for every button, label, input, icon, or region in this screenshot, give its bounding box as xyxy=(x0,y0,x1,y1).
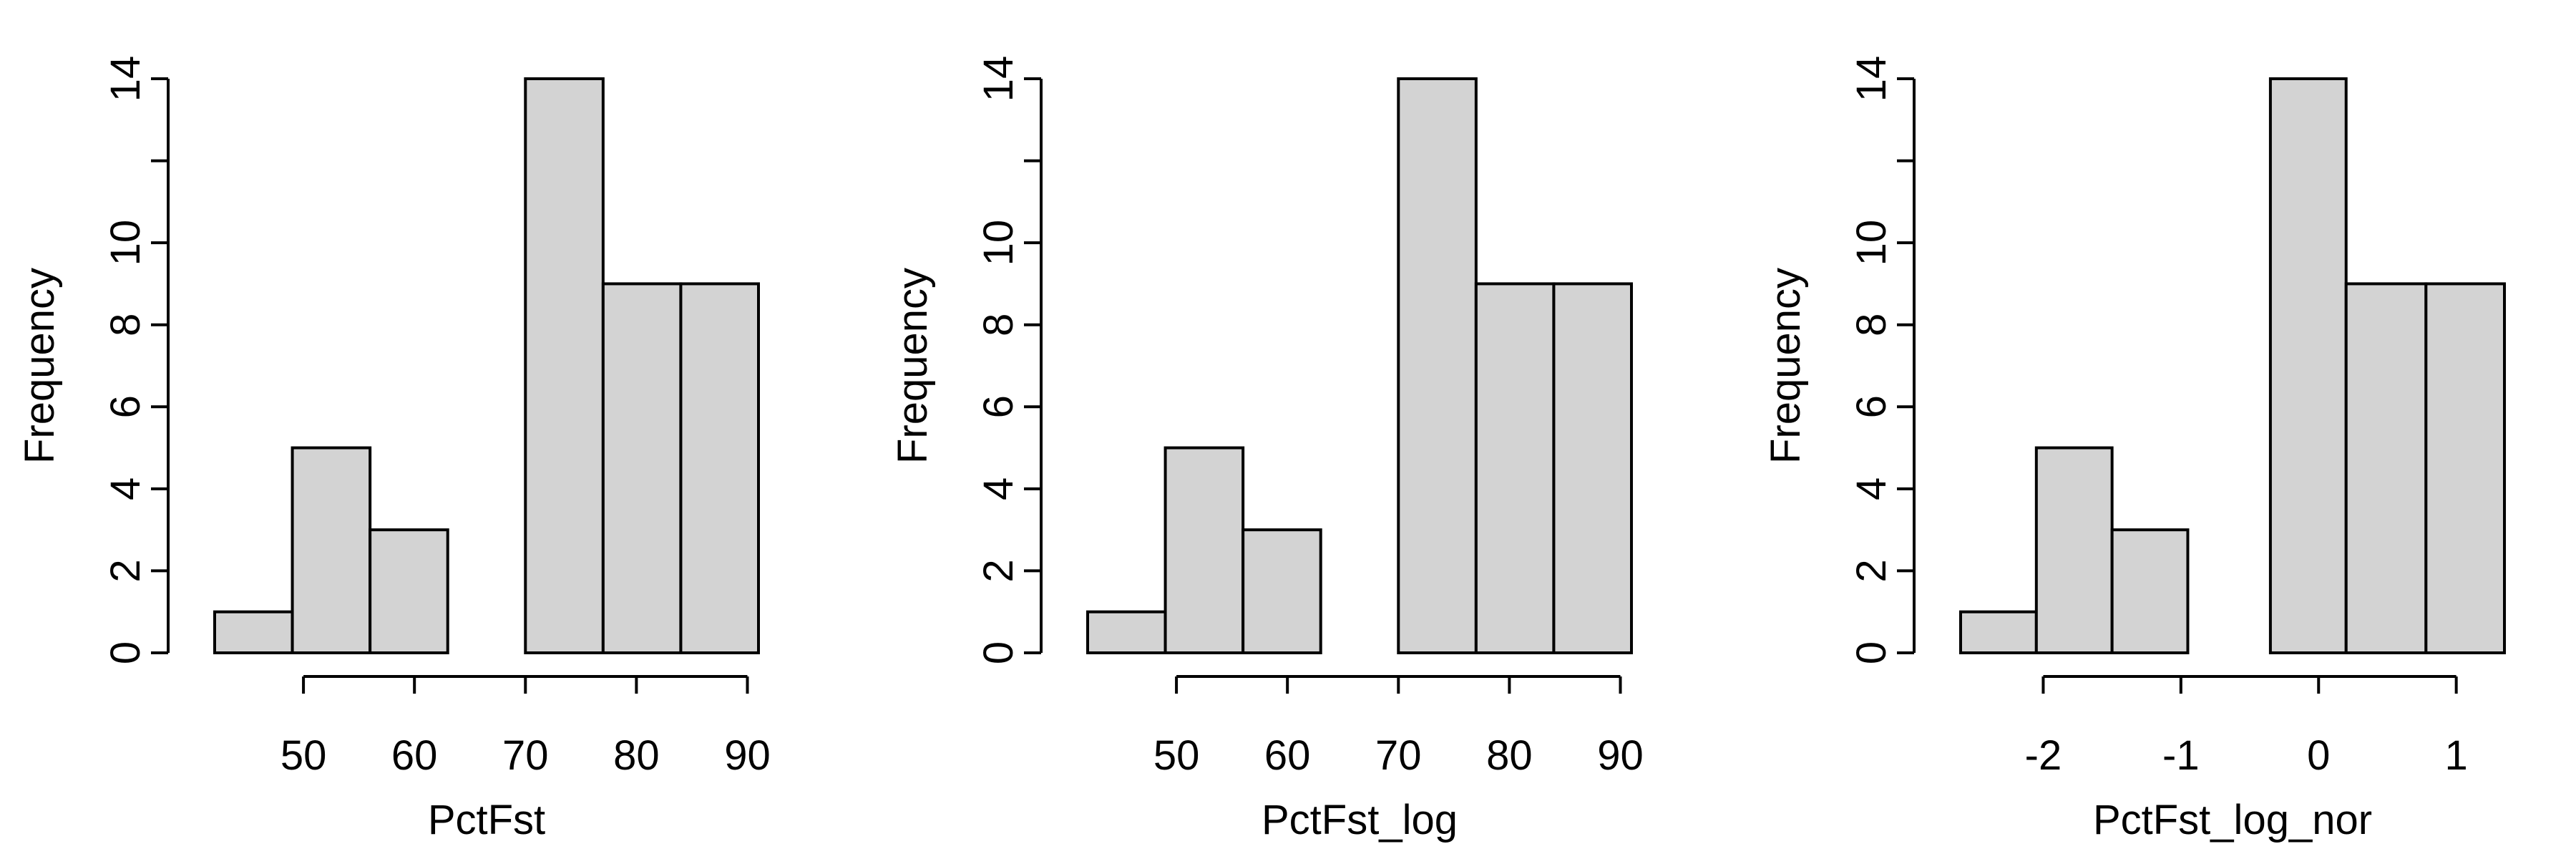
histogram-bar xyxy=(2034,446,2114,654)
y-tick-label: 10 xyxy=(102,220,149,266)
y-tick-label: 0 xyxy=(102,641,149,664)
histogram-bar xyxy=(1397,77,1478,654)
histogram-bar xyxy=(1474,282,1556,654)
x-axis-label: PctFst_log_nor xyxy=(2093,797,2372,843)
y-tick-label: 6 xyxy=(1848,395,1895,418)
histogram-panel-pctfst-log-nor: PctFst_log_nor Frequency 0 2 4 6 8 10 14 -2 -1 0 1 xyxy=(1762,56,2506,843)
histogram-bar xyxy=(291,446,372,654)
histogram-bar xyxy=(2268,77,2348,654)
histogram-bar xyxy=(1959,610,2038,655)
histogram-panel-pctfst-log: PctFst_log Frequency 0 2 4 6 8 10 14 50 60 70 80 90 xyxy=(889,56,1644,843)
y-axis-label: Frequency xyxy=(1762,268,1809,464)
y-tick-label: 0 xyxy=(975,641,1022,664)
histogram-bar xyxy=(2424,282,2506,654)
x-tick-label: 1 xyxy=(2445,732,2468,779)
y-tick-label: 14 xyxy=(102,56,149,102)
y-axis-label: Frequency xyxy=(16,268,63,464)
histogram-bar xyxy=(2110,528,2190,655)
x-tick-label: 60 xyxy=(1264,732,1311,779)
histogram-bar xyxy=(2344,282,2428,654)
histogram-bar xyxy=(1086,610,1167,655)
histogram-bar xyxy=(1552,282,1633,654)
histogram-bar xyxy=(601,282,683,654)
histogram-bar xyxy=(679,282,761,654)
histogram-bar xyxy=(369,528,449,655)
y-tick-label: 2 xyxy=(975,559,1022,582)
histogram-bar xyxy=(524,77,605,654)
x-axis-label: PctFst_log xyxy=(1262,797,1458,843)
y-tick-label: 4 xyxy=(102,477,149,500)
x-tick-label: 70 xyxy=(502,732,549,779)
y-tick-label: 14 xyxy=(975,56,1022,102)
x-tick-label: 80 xyxy=(1486,732,1533,779)
y-tick-label: 6 xyxy=(975,395,1022,418)
x-tick-label: 50 xyxy=(280,732,327,779)
x-tick-label: -1 xyxy=(2162,732,2200,779)
y-axis-label: Frequency xyxy=(889,268,936,464)
x-tick-label: 90 xyxy=(724,732,771,779)
y-tick-label: 2 xyxy=(1848,559,1895,582)
x-tick-label: 0 xyxy=(2307,732,2330,779)
y-tick-label: 0 xyxy=(1848,641,1895,664)
y-tick-label: 14 xyxy=(1848,56,1895,102)
x-tick-label: 60 xyxy=(391,732,438,779)
x-tick-label: 90 xyxy=(1597,732,1644,779)
y-tick-label: 8 xyxy=(1848,314,1895,336)
y-tick-label: 10 xyxy=(1848,220,1895,266)
y-tick-label: 4 xyxy=(975,477,1022,500)
y-tick-label: 8 xyxy=(102,314,149,336)
y-tick-label: 8 xyxy=(975,314,1022,336)
x-tick-label: 80 xyxy=(613,732,660,779)
x-tick-label: -2 xyxy=(2025,732,2062,779)
y-tick-label: 4 xyxy=(1848,477,1895,500)
x-tick-label: 70 xyxy=(1375,732,1422,779)
x-axis-label: PctFst xyxy=(428,797,545,843)
y-tick-label: 2 xyxy=(102,559,149,582)
histogram-bar xyxy=(213,610,294,655)
histogram-bar xyxy=(1241,528,1322,655)
x-tick-label: 50 xyxy=(1153,732,1200,779)
y-tick-label: 6 xyxy=(102,395,149,418)
histogram-bar xyxy=(1163,446,1245,654)
histogram-panel-pctfst: PctFst Frequency 0 2 4 6 8 10 14 50 60 70 80 90 xyxy=(16,56,771,843)
y-tick-label: 10 xyxy=(975,220,1022,266)
